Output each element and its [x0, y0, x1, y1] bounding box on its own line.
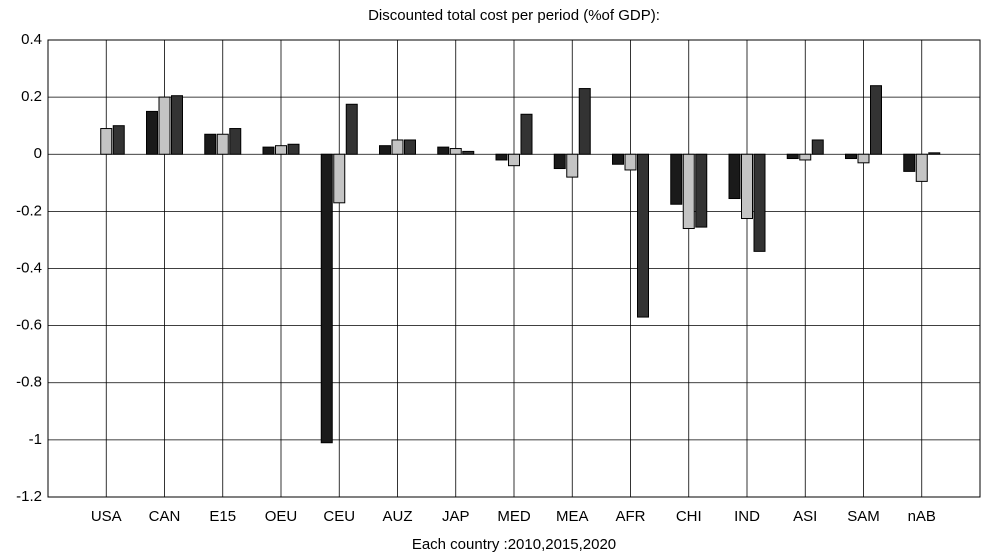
bar [753, 153, 766, 252]
x-axis-label: Each country :2010,2015,2020 [412, 536, 616, 553]
bar [799, 153, 812, 161]
bar [262, 146, 275, 155]
bar [333, 153, 346, 204]
bar [508, 153, 520, 167]
bar [695, 153, 708, 228]
x-tick-label: AFR [616, 508, 646, 525]
y-tick-label: -1 [29, 431, 42, 448]
bar [682, 153, 695, 230]
bar [204, 133, 217, 155]
x-tick-label: MED [497, 508, 531, 525]
bar [520, 113, 533, 155]
y-tick-label: -0.6 [16, 317, 42, 334]
bar [404, 139, 416, 155]
bar [811, 139, 824, 155]
bar [449, 148, 462, 155]
bar [112, 125, 125, 155]
bar [287, 143, 300, 155]
bar [171, 95, 183, 155]
bar [495, 153, 508, 161]
x-tick-label: IND [734, 508, 760, 525]
bar [462, 150, 475, 155]
chart-title: Discounted total cost per period (%of GD… [368, 7, 660, 24]
bar [612, 153, 624, 165]
bar [437, 146, 450, 155]
y-tick-label: -1.2 [16, 488, 42, 505]
bar [741, 153, 753, 220]
x-tick-label: MEA [556, 508, 589, 525]
bar [320, 153, 333, 444]
y-tick-label: 0.2 [21, 88, 42, 105]
bar [229, 128, 242, 155]
bar [216, 133, 229, 155]
y-tick-label: -0.8 [16, 374, 42, 391]
bar [915, 153, 928, 182]
bar [845, 153, 857, 160]
bar [637, 153, 649, 318]
bar [391, 139, 404, 155]
bar [566, 153, 579, 178]
bar [670, 153, 683, 205]
bar [379, 145, 391, 155]
x-tick-label: SAM [847, 508, 880, 525]
bar [857, 153, 870, 164]
x-tick-label: JAP [442, 508, 470, 525]
x-tick-label: AUZ [383, 508, 413, 525]
bar [578, 88, 591, 155]
bar [728, 153, 741, 200]
bar [100, 128, 113, 155]
bar [553, 153, 566, 170]
bar [903, 153, 916, 172]
x-tick-label: ASI [793, 508, 817, 525]
plot-frame [47, 39, 981, 498]
bar [928, 152, 941, 155]
y-tick-label: 0 [34, 145, 42, 162]
x-tick-label: CEU [323, 508, 355, 525]
bar [624, 153, 637, 171]
x-tick-label: OEU [265, 508, 298, 525]
bar [345, 103, 358, 155]
y-tick-label: -0.2 [16, 202, 42, 219]
x-tick-label: CAN [149, 508, 181, 525]
bar [146, 110, 158, 155]
x-tick-label: nAB [908, 508, 936, 525]
x-tick-label: CHI [676, 508, 702, 525]
bar [275, 145, 287, 155]
bar [870, 85, 882, 155]
bar [158, 96, 171, 155]
x-tick-label: USA [91, 508, 122, 525]
x-tick-label: E15 [209, 508, 236, 525]
y-tick-label: 0.4 [21, 31, 42, 48]
bar [786, 153, 799, 160]
y-tick-label: -0.4 [16, 259, 42, 276]
